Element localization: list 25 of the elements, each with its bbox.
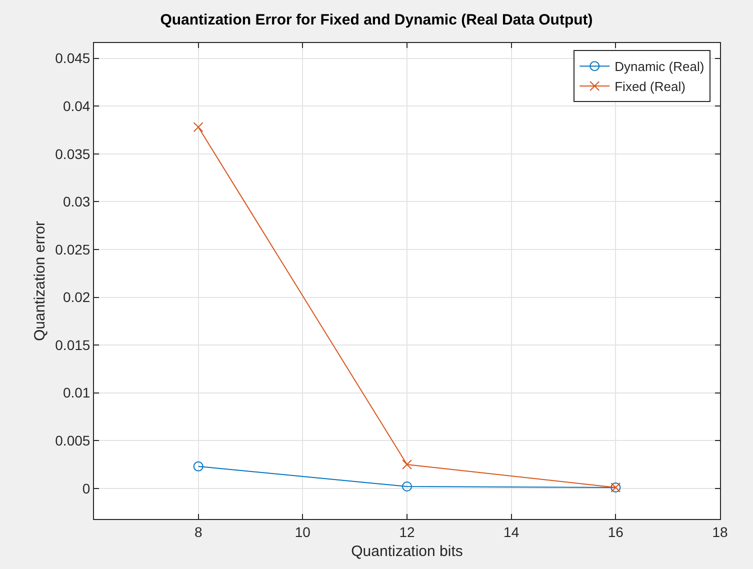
y-tick-label: 0.005 xyxy=(55,432,90,449)
x-tick-label: 14 xyxy=(504,524,520,540)
x-axis-title: Quantization bits xyxy=(351,542,463,560)
y-tick-label: 0.025 xyxy=(55,241,90,258)
y-axis-title: Quantization error xyxy=(31,220,48,342)
y-tick-label: 0.04 xyxy=(62,98,90,114)
point xyxy=(193,122,204,132)
y-tick-label: 0.015 xyxy=(55,336,90,353)
x-tick-label: 8 xyxy=(194,524,202,540)
x-tick-label: 16 xyxy=(608,524,624,540)
x-tick-label: 10 xyxy=(294,524,311,540)
y-tick-label: 0 xyxy=(82,480,90,496)
chart-title: Quantization Error for Fixed and Dynamic (Real Data Output) xyxy=(160,12,593,29)
point xyxy=(193,461,204,472)
legend-label: Fixed (Real) xyxy=(614,79,686,94)
y-tick-label: 0.045 xyxy=(55,50,90,66)
legend-label: Dynamic (Real) xyxy=(614,59,704,74)
x-tick-label: 12 xyxy=(399,524,415,540)
point xyxy=(402,460,412,470)
y-tick-label: 0.035 xyxy=(55,146,90,162)
x-tick-label: 18 xyxy=(712,524,728,540)
y-tick-label: 0.01 xyxy=(62,384,90,401)
y-tick-label: 0.02 xyxy=(62,289,90,306)
point xyxy=(402,482,412,492)
y-tick-label: 0.03 xyxy=(62,194,90,210)
